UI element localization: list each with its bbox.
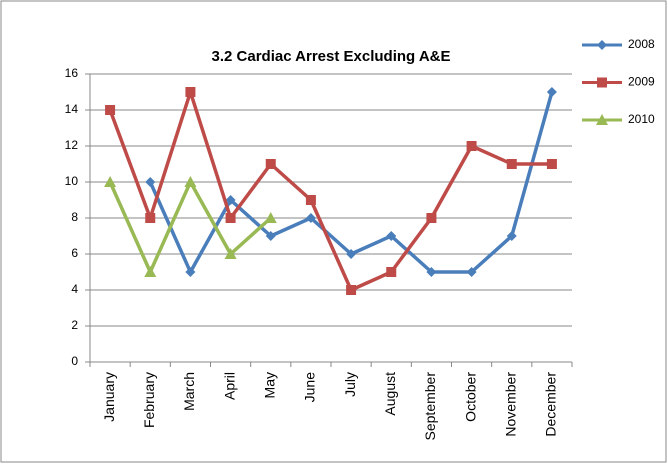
data-point (386, 231, 397, 241)
data-point (265, 159, 276, 169)
y-tick-label: 2 (71, 318, 78, 332)
data-point (305, 195, 316, 205)
data-point (145, 213, 156, 223)
y-tick-label: 6 (71, 246, 78, 260)
y-tick-label: 10 (65, 174, 79, 188)
y-tick-label: 16 (65, 66, 79, 80)
data-point (105, 105, 116, 115)
data-point (346, 285, 357, 295)
series-line (108, 90, 552, 292)
x-tick-label: October (462, 372, 478, 422)
data-point (184, 176, 197, 187)
data-point (185, 267, 196, 277)
data-point (104, 176, 117, 187)
data-point (144, 266, 157, 277)
y-tick-label: 0 (71, 354, 78, 368)
x-tick-label: April (221, 372, 237, 400)
data-point (506, 159, 517, 169)
x-tick-label: March (181, 372, 197, 411)
data-point (386, 267, 397, 277)
chart-title: 3.2 Cardiac Arrest Excluding A&E (212, 48, 451, 65)
x-tick-label: February (141, 372, 157, 428)
x-tick-label: September (422, 372, 438, 441)
data-point (506, 231, 517, 241)
data-point (145, 177, 156, 187)
x-tick-label: January (101, 372, 117, 422)
x-tick-label: December (543, 372, 559, 437)
x-tick-label: November (502, 372, 518, 437)
y-tick-label: 14 (65, 102, 79, 116)
data-point (546, 87, 557, 97)
data-point (466, 267, 477, 277)
data-point (426, 267, 437, 277)
legend-marker (597, 40, 607, 50)
x-tick-label: June (302, 372, 318, 403)
data-point (264, 212, 277, 223)
data-point (224, 248, 237, 259)
x-tick-label: August (382, 372, 398, 416)
y-tick-label: 8 (71, 210, 78, 224)
data-point (466, 141, 477, 151)
data-point (426, 213, 437, 223)
data-point (346, 249, 357, 259)
data-point (225, 195, 236, 205)
data-point (546, 159, 557, 169)
legend-label: 2010 (628, 112, 655, 126)
data-point (265, 231, 276, 241)
y-tick-label: 4 (71, 282, 78, 296)
legend-marker (597, 77, 607, 88)
y-tick-label: 12 (65, 138, 79, 152)
legend-marker (596, 114, 608, 125)
data-point (305, 213, 316, 223)
x-tick-label: July (342, 372, 358, 397)
legend-label: 2008 (628, 37, 655, 51)
x-tick-label: May (261, 372, 277, 398)
data-point (225, 213, 236, 223)
data-point (185, 87, 196, 97)
legend-label: 2009 (628, 75, 655, 89)
